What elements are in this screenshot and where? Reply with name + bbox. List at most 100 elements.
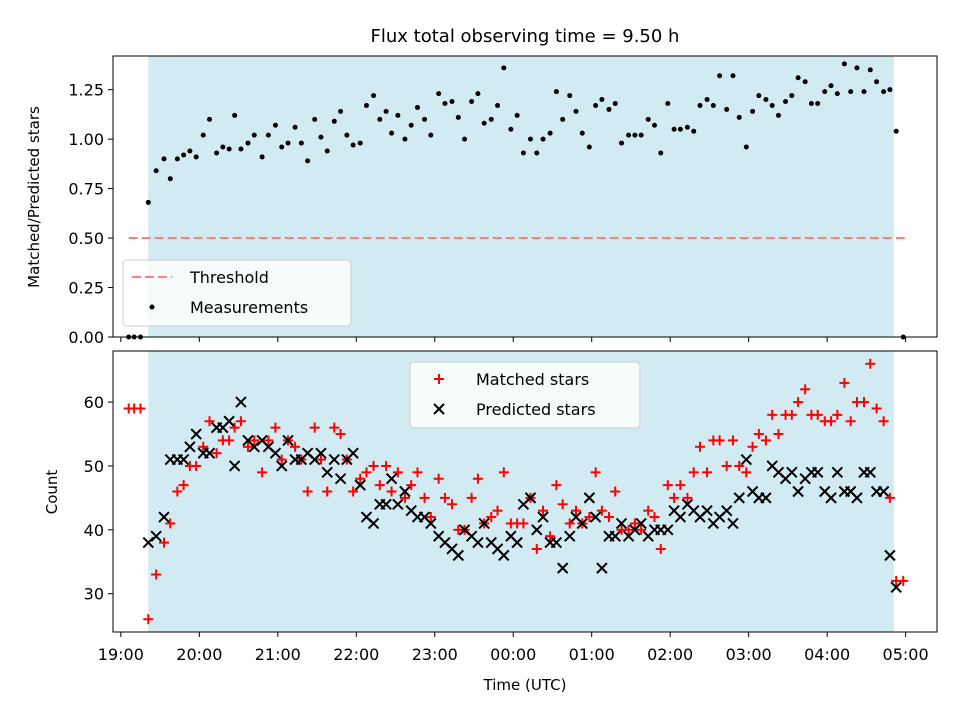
legend-measurements-label: Measurements <box>190 298 308 317</box>
measurement-point <box>363 102 369 108</box>
matched-star-point <box>603 512 614 523</box>
matched-star-point <box>211 448 222 459</box>
matched-star-point <box>839 377 850 388</box>
star-count-points <box>123 358 909 625</box>
matched-star-point <box>257 467 268 478</box>
matched-star-point <box>270 422 281 433</box>
matched-star-point <box>302 486 313 497</box>
matched-star-point <box>636 524 647 535</box>
measurement-point <box>763 97 769 103</box>
matched-star-point <box>361 467 372 478</box>
matched-star-point <box>538 505 549 516</box>
measurement-point <box>881 89 887 95</box>
measurement-point <box>357 140 363 146</box>
predicted-star-point <box>583 492 596 504</box>
matched-star-point <box>249 435 260 446</box>
measurement-point <box>226 146 232 152</box>
predicted-star-point <box>150 530 162 542</box>
matched-star-point <box>845 416 856 427</box>
measurement-point <box>520 150 526 156</box>
matched-star-point <box>584 512 595 523</box>
predicted-star-point <box>158 511 170 523</box>
measurement-point <box>783 99 789 105</box>
matched-star-point <box>832 409 843 420</box>
measurement-point <box>455 114 461 120</box>
measurement-point <box>292 124 298 130</box>
legend-matched-swatch <box>434 374 444 384</box>
matched-star-point <box>702 467 713 478</box>
measurement-point <box>193 154 199 160</box>
measurement-point <box>828 83 834 89</box>
legend-matched-label: Matched stars <box>476 370 589 389</box>
matched-star-point <box>492 505 503 516</box>
matched-star-point <box>348 486 359 497</box>
predicted-star-point <box>576 517 588 530</box>
predicted-star-point <box>498 549 510 562</box>
matched-star-point <box>871 403 882 414</box>
measurement-point <box>756 93 762 99</box>
measurement-point <box>874 79 880 85</box>
predicted-star-point <box>609 530 621 542</box>
predicted-star-point <box>550 536 563 549</box>
matched-star-point <box>486 512 497 523</box>
measurement-point <box>677 126 683 132</box>
predicted-star-point <box>328 453 341 466</box>
matched-star-point <box>381 460 392 471</box>
measurement-point <box>383 108 389 114</box>
measurement-point <box>567 93 573 99</box>
matched-star-point <box>688 467 699 478</box>
predicted-star-point <box>792 485 804 498</box>
measurement-point <box>414 104 420 110</box>
predicted-star-point <box>615 517 628 530</box>
predicted-star-point <box>380 498 392 510</box>
measurement-point <box>553 89 559 95</box>
measurement-point <box>547 130 553 136</box>
measurement-point <box>769 102 775 108</box>
y-tick-label: 60 <box>84 393 104 412</box>
matched-star-point <box>714 435 725 446</box>
predicted-star-point <box>282 434 294 447</box>
matched-star-point <box>290 441 301 452</box>
measurement-point <box>736 114 742 120</box>
matched-star-point <box>235 416 246 427</box>
predicted-star-point <box>223 415 235 427</box>
x-tick-label: 02:00 <box>647 645 693 664</box>
predicted-star-point <box>831 466 844 479</box>
measurement-point <box>573 108 579 114</box>
matched-star-point <box>747 441 758 452</box>
predicted-star-point <box>812 466 824 479</box>
measurement-point <box>422 116 428 122</box>
measurement-point <box>324 148 330 154</box>
measurement-point <box>697 102 703 108</box>
matched-star-point <box>596 505 607 516</box>
matched-star-point <box>447 499 458 510</box>
measurement-point <box>750 108 756 114</box>
matched-star-point <box>773 429 784 440</box>
top-legend: Threshold Measurements <box>122 259 352 327</box>
matched-star-point <box>682 492 693 503</box>
top-legend-box <box>122 259 352 327</box>
measurement-point <box>200 132 206 138</box>
measurement-point <box>298 140 304 146</box>
predicted-star-point <box>511 536 523 549</box>
predicted-star-point <box>760 492 772 504</box>
matched-star-point <box>335 429 346 440</box>
predicted-star-point <box>347 447 359 459</box>
predicted-star-point <box>269 447 282 459</box>
matched-star-point <box>165 518 176 529</box>
matched-star-point <box>368 460 379 471</box>
predicted-star-point <box>385 473 398 485</box>
measurement-point <box>488 116 494 122</box>
matched-star-point <box>610 486 621 497</box>
matched-star-point <box>433 473 444 484</box>
bottom-legend: Matched stars Predicted stars <box>409 361 641 429</box>
measurement-point <box>730 73 736 79</box>
matched-star-point <box>143 614 154 625</box>
top-chart-title: Flux total observing time = 9.50 h <box>371 26 680 47</box>
matched-star-point <box>399 492 410 503</box>
y-tick-label: 1.00 <box>68 130 104 149</box>
measurement-point <box>153 168 159 174</box>
legend-predicted-swatch <box>433 403 445 415</box>
measurement-point <box>710 102 716 108</box>
